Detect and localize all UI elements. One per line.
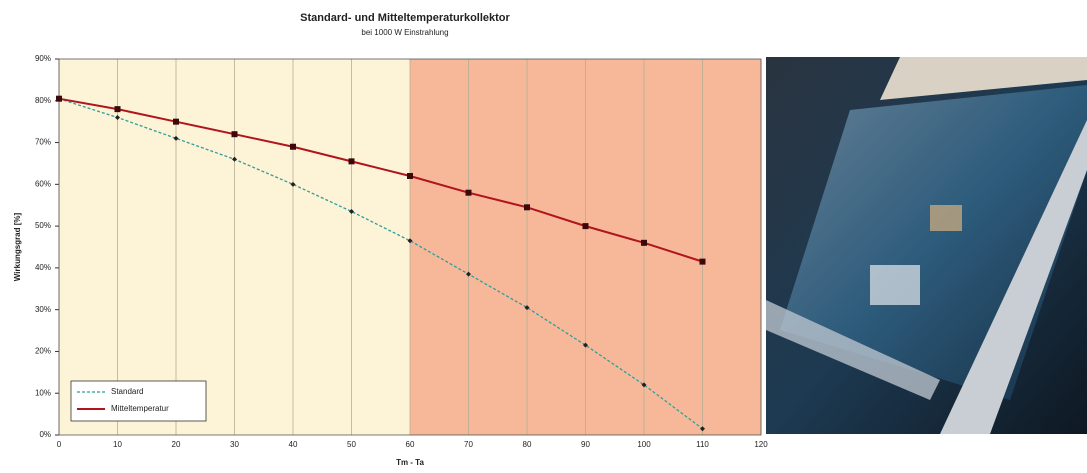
legend-label: Standard — [111, 387, 143, 396]
point — [173, 119, 179, 125]
x-tick-label: 80 — [523, 440, 532, 449]
legend-label: Mitteltemperatur — [111, 404, 169, 413]
y-tick-label: 20% — [35, 347, 51, 356]
point — [641, 240, 647, 246]
x-tick-label: 10 — [113, 440, 122, 449]
x-axis-label: Tm - Ta — [396, 458, 424, 467]
x-tick-label: 60 — [406, 440, 415, 449]
x-tick-label: 50 — [347, 440, 356, 449]
chart-subtitle: bei 1000 W Einstrahlung — [361, 28, 448, 37]
y-tick-label: 70% — [35, 138, 51, 147]
x-tick-label: 100 — [637, 440, 651, 449]
x-tick-label: 20 — [172, 440, 181, 449]
chart: Standard- und Mitteltemperaturkollektor b… — [13, 12, 768, 467]
chart-title: Standard- und Mitteltemperaturkollektor — [300, 12, 510, 24]
legend: Standard Mitteltemperatur — [71, 381, 206, 421]
point — [466, 190, 472, 196]
y-tick-label: 10% — [35, 388, 51, 397]
x-tick-label: 90 — [581, 440, 590, 449]
photo-module — [930, 205, 962, 231]
y-tick-label: 90% — [35, 54, 51, 63]
y-tick-label: 40% — [35, 263, 51, 272]
photo-module — [870, 265, 920, 305]
point — [115, 106, 121, 112]
point — [700, 259, 706, 265]
point — [407, 173, 413, 179]
page: Standard- und Mitteltemperaturkollektor b… — [0, 0, 1087, 473]
point — [349, 158, 355, 164]
y-tick-label: 0% — [39, 430, 51, 439]
y-tick-label: 60% — [35, 179, 51, 188]
point — [56, 96, 62, 102]
point — [290, 144, 296, 150]
point — [524, 204, 530, 210]
y-axis-label: Wirkungsgrad [%] — [13, 212, 22, 281]
x-tick-label: 110 — [696, 440, 709, 449]
y-tick-label: 80% — [35, 96, 51, 105]
x-tick-label: 70 — [464, 440, 473, 449]
point — [232, 131, 238, 137]
x-tick-label: 40 — [289, 440, 298, 449]
point — [583, 223, 589, 229]
x-tick-label: 120 — [754, 440, 768, 449]
x-tick-label: 30 — [230, 440, 239, 449]
x-tick-label: 0 — [57, 440, 62, 449]
y-tick-label: 30% — [35, 305, 51, 314]
y-tick-label: 50% — [35, 221, 51, 230]
photo — [766, 57, 1087, 434]
